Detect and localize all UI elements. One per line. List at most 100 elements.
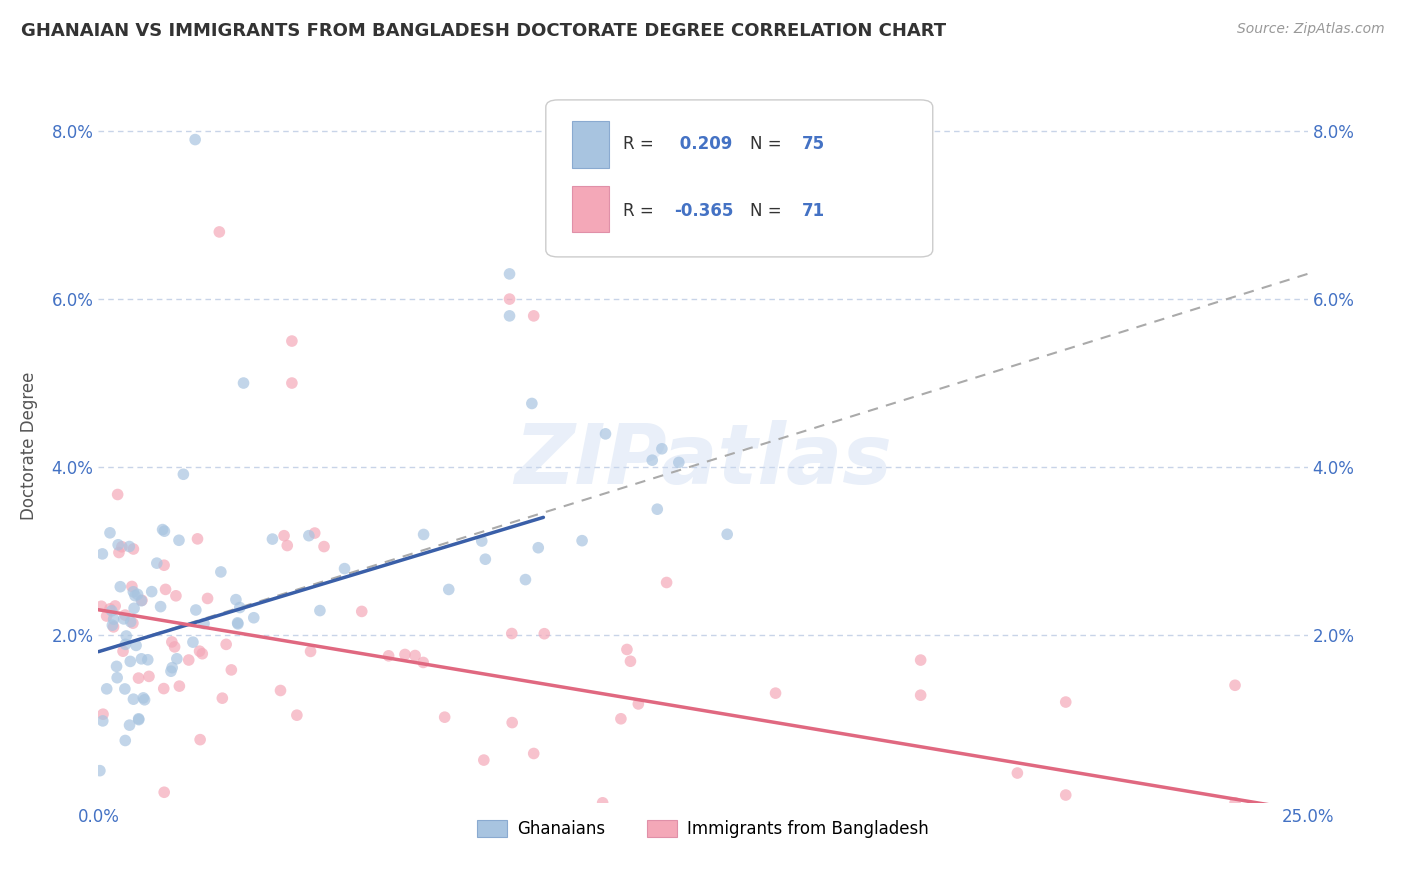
Point	[215, 637, 238, 651]
Point	[146, 556, 169, 570]
Point	[208, 225, 231, 239]
Point	[184, 603, 207, 617]
Point	[122, 692, 145, 706]
Text: 0.209: 0.209	[673, 136, 733, 153]
Point	[515, 573, 537, 587]
Point	[651, 442, 673, 456]
Point	[177, 653, 200, 667]
Point	[472, 753, 495, 767]
Point	[124, 589, 146, 603]
Point	[96, 681, 118, 696]
Point	[412, 527, 434, 541]
Point	[167, 533, 190, 548]
Text: R =: R =	[623, 136, 659, 153]
Text: 71: 71	[803, 202, 825, 219]
Bar	[572, 186, 609, 232]
Point	[125, 639, 148, 653]
Point	[112, 612, 135, 626]
Point	[169, 679, 191, 693]
Point	[595, 426, 617, 441]
Point	[104, 599, 127, 613]
Point	[184, 132, 207, 146]
Point	[226, 615, 249, 630]
Point	[520, 396, 543, 410]
Y-axis label: Doctorate Degree: Doctorate Degree	[20, 372, 38, 520]
Point	[533, 626, 555, 640]
Point	[592, 796, 614, 810]
Point	[111, 540, 134, 554]
Point	[498, 267, 520, 281]
Point	[127, 587, 149, 601]
Point	[115, 629, 138, 643]
Point	[152, 681, 174, 696]
Point	[498, 292, 520, 306]
Point	[197, 591, 219, 606]
Point	[122, 616, 145, 631]
Point	[527, 541, 550, 555]
Text: -0.365: -0.365	[673, 202, 734, 219]
Point	[350, 604, 373, 618]
Point	[108, 545, 131, 559]
Point	[163, 640, 186, 654]
Point	[471, 534, 494, 549]
Point	[1223, 796, 1246, 810]
Point	[474, 552, 496, 566]
Point	[333, 561, 356, 575]
Point	[910, 688, 932, 702]
Point	[114, 608, 136, 623]
Point	[716, 527, 738, 541]
Point	[120, 654, 142, 668]
Point	[1054, 788, 1077, 802]
Point	[111, 644, 134, 658]
Point	[122, 601, 145, 615]
Point	[610, 712, 633, 726]
Point	[221, 663, 243, 677]
Point	[191, 647, 214, 661]
Point	[232, 376, 254, 390]
Point	[242, 611, 264, 625]
Point	[312, 540, 335, 554]
Point	[276, 539, 298, 553]
Point	[160, 664, 183, 678]
Point	[641, 453, 664, 467]
Point	[501, 715, 523, 730]
Point	[165, 589, 187, 603]
Point	[433, 710, 456, 724]
Bar	[572, 121, 609, 168]
Point	[138, 669, 160, 683]
Point	[225, 592, 247, 607]
Text: Source: ZipAtlas.com: Source: ZipAtlas.com	[1237, 22, 1385, 37]
Point	[304, 526, 326, 541]
Point	[668, 455, 690, 469]
Point	[90, 599, 112, 614]
Point	[98, 525, 121, 540]
Point	[107, 538, 129, 552]
Point	[128, 713, 150, 727]
Point	[160, 635, 183, 649]
Point	[285, 708, 308, 723]
Point	[141, 584, 163, 599]
Point	[96, 609, 118, 624]
Point	[103, 620, 125, 634]
Point	[134, 693, 156, 707]
Point	[188, 644, 211, 658]
Point	[437, 582, 460, 597]
Point	[101, 618, 124, 632]
Point	[160, 661, 183, 675]
Point	[98, 602, 121, 616]
Point	[299, 644, 322, 658]
Point	[309, 603, 332, 617]
Point	[153, 524, 176, 538]
Point	[103, 612, 125, 626]
Point	[404, 648, 426, 663]
Point	[91, 707, 114, 722]
Point	[498, 309, 520, 323]
Point	[619, 654, 641, 668]
Point	[120, 615, 142, 629]
Point	[501, 626, 523, 640]
Text: 75: 75	[803, 136, 825, 153]
Point	[209, 565, 232, 579]
Point	[394, 648, 416, 662]
Text: N =: N =	[751, 202, 787, 219]
Point	[114, 637, 136, 651]
